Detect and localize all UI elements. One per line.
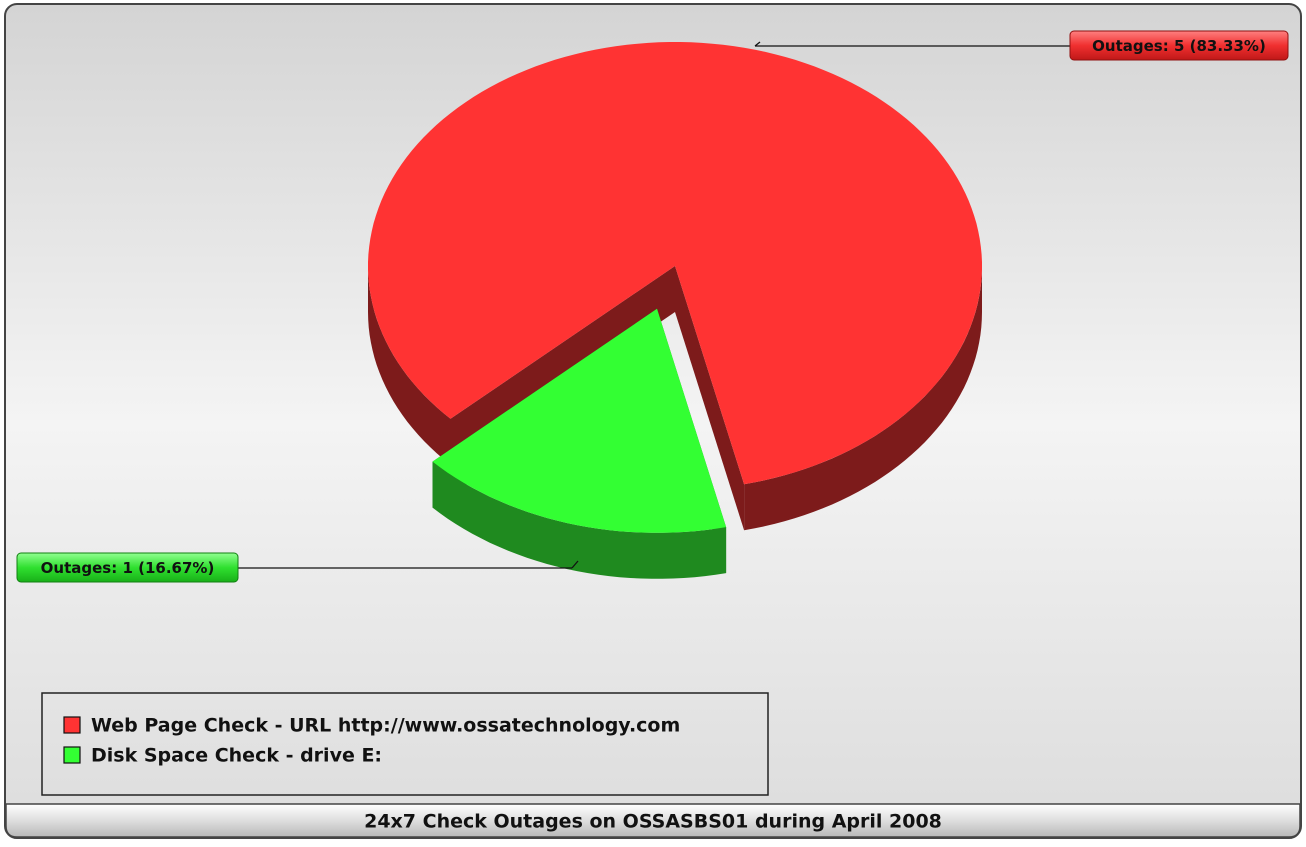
pie (368, 42, 982, 579)
legend-label: Disk Space Check - drive E: (91, 745, 382, 767)
legend-swatch (63, 716, 81, 734)
value-label-box (16, 552, 239, 583)
slice (368, 42, 982, 485)
title-bar (5, 803, 1301, 838)
slice-side (368, 266, 451, 465)
value-label: Outages: 5 (83.33%) (1092, 37, 1266, 55)
slice-side (744, 266, 982, 531)
leader-line (754, 41, 761, 47)
slice-side (432, 461, 727, 579)
slice (432, 308, 727, 533)
value-label: Outages: 1 (16.67%) (41, 559, 215, 577)
leader-line (571, 560, 579, 569)
value-label-box (1069, 30, 1289, 61)
slice-cut-face (675, 266, 745, 531)
legend-label: Web Page Check - URL http://www.ossatech… (91, 715, 680, 737)
legend-box (41, 692, 769, 796)
legend-swatch (63, 746, 81, 764)
chart-title: 24x7 Check Outages on OSSASBS01 during A… (364, 811, 942, 833)
